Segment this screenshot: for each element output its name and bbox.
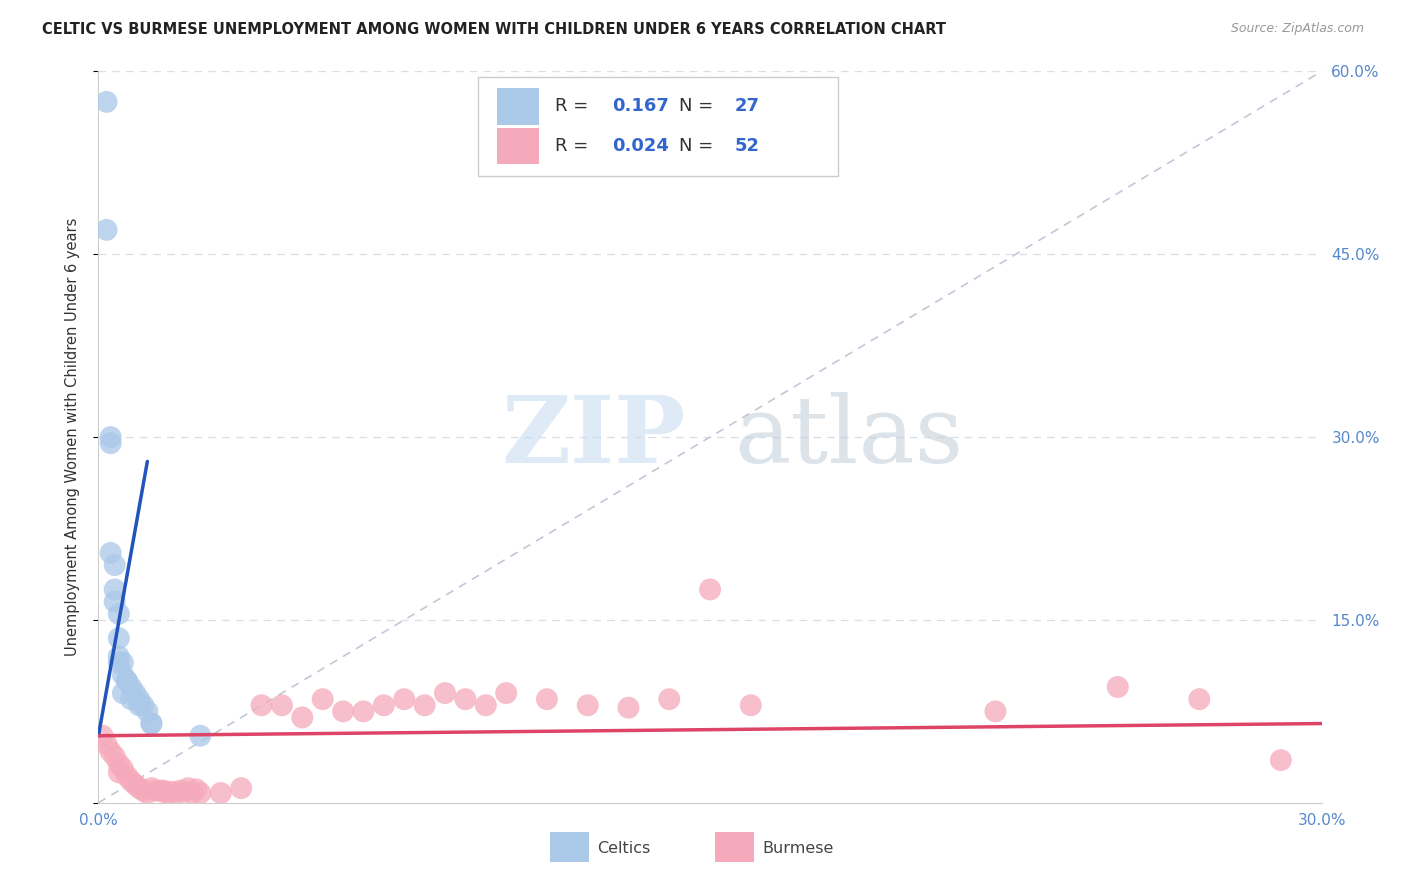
- Point: [156, 786, 179, 800]
- Text: ZIP: ZIP: [502, 392, 686, 482]
- Point: [128, 781, 150, 796]
- Text: 52: 52: [734, 137, 759, 155]
- Point: [111, 656, 134, 670]
- Point: [152, 783, 174, 797]
- Point: [120, 773, 142, 788]
- Point: [108, 756, 131, 771]
- Point: [352, 705, 374, 719]
- Point: [413, 698, 436, 713]
- FancyBboxPatch shape: [478, 78, 838, 176]
- Point: [188, 729, 212, 743]
- Point: [96, 737, 118, 751]
- Point: [699, 582, 721, 597]
- Point: [181, 786, 204, 800]
- Point: [120, 692, 142, 706]
- Point: [108, 656, 131, 670]
- Point: [111, 667, 134, 681]
- Point: [312, 692, 335, 706]
- Point: [658, 692, 681, 706]
- Point: [152, 785, 174, 799]
- Point: [115, 769, 138, 783]
- Point: [108, 632, 131, 646]
- Point: [332, 705, 354, 719]
- Point: [108, 607, 131, 621]
- Text: Source: ZipAtlas.com: Source: ZipAtlas.com: [1230, 22, 1364, 36]
- Text: CELTIC VS BURMESE UNEMPLOYMENT AMONG WOMEN WITH CHILDREN UNDER 6 YEARS CORRELATI: CELTIC VS BURMESE UNEMPLOYMENT AMONG WOM…: [42, 22, 946, 37]
- Point: [740, 698, 762, 713]
- Point: [373, 698, 395, 713]
- Text: Burmese: Burmese: [762, 840, 834, 855]
- Y-axis label: Unemployment Among Women with Children Under 6 years: Unemployment Among Women with Children U…: [65, 218, 80, 657]
- Point: [165, 786, 187, 800]
- Point: [111, 686, 134, 700]
- Point: [115, 673, 138, 688]
- Point: [576, 698, 599, 713]
- Point: [141, 716, 163, 731]
- Point: [124, 778, 146, 792]
- Point: [141, 716, 163, 731]
- Point: [495, 686, 517, 700]
- Point: [100, 436, 122, 450]
- FancyBboxPatch shape: [714, 832, 754, 862]
- Point: [132, 783, 155, 797]
- Text: atlas: atlas: [734, 392, 963, 482]
- Point: [188, 786, 212, 800]
- Point: [128, 692, 150, 706]
- Text: 0.024: 0.024: [612, 137, 669, 155]
- Point: [474, 698, 498, 713]
- Point: [104, 749, 127, 764]
- Point: [1188, 692, 1211, 706]
- Point: [136, 705, 159, 719]
- Text: R =: R =: [555, 137, 593, 155]
- Text: N =: N =: [679, 137, 720, 155]
- Point: [115, 673, 138, 688]
- Point: [231, 781, 253, 796]
- Text: 27: 27: [734, 97, 759, 115]
- Point: [104, 582, 127, 597]
- Point: [1107, 680, 1129, 694]
- Point: [128, 698, 150, 713]
- Point: [434, 686, 457, 700]
- Point: [136, 786, 159, 800]
- Point: [186, 782, 208, 797]
- Text: R =: R =: [555, 97, 593, 115]
- Point: [100, 546, 122, 560]
- FancyBboxPatch shape: [498, 88, 538, 125]
- Point: [108, 649, 131, 664]
- Point: [1270, 753, 1292, 767]
- Text: 0.167: 0.167: [612, 97, 669, 115]
- Point: [169, 783, 191, 797]
- Point: [124, 686, 146, 700]
- Text: N =: N =: [679, 97, 720, 115]
- FancyBboxPatch shape: [498, 128, 538, 164]
- Point: [91, 729, 114, 743]
- Point: [160, 785, 183, 799]
- Point: [454, 692, 477, 706]
- Point: [108, 765, 131, 780]
- Point: [250, 698, 273, 713]
- Point: [111, 762, 134, 776]
- Point: [100, 430, 122, 444]
- Point: [149, 783, 172, 797]
- Point: [145, 783, 167, 797]
- Point: [173, 785, 195, 799]
- Point: [120, 680, 142, 694]
- Point: [177, 781, 200, 796]
- Point: [96, 95, 118, 109]
- Point: [617, 700, 640, 714]
- Point: [96, 223, 118, 237]
- Point: [104, 594, 127, 608]
- Point: [100, 745, 122, 759]
- Point: [132, 698, 155, 713]
- Text: Celtics: Celtics: [598, 840, 651, 855]
- Point: [104, 558, 127, 573]
- Point: [291, 710, 314, 724]
- Point: [984, 705, 1007, 719]
- Point: [209, 786, 232, 800]
- Point: [270, 698, 294, 713]
- Point: [141, 781, 163, 796]
- Point: [536, 692, 558, 706]
- Point: [392, 692, 416, 706]
- FancyBboxPatch shape: [550, 832, 589, 862]
